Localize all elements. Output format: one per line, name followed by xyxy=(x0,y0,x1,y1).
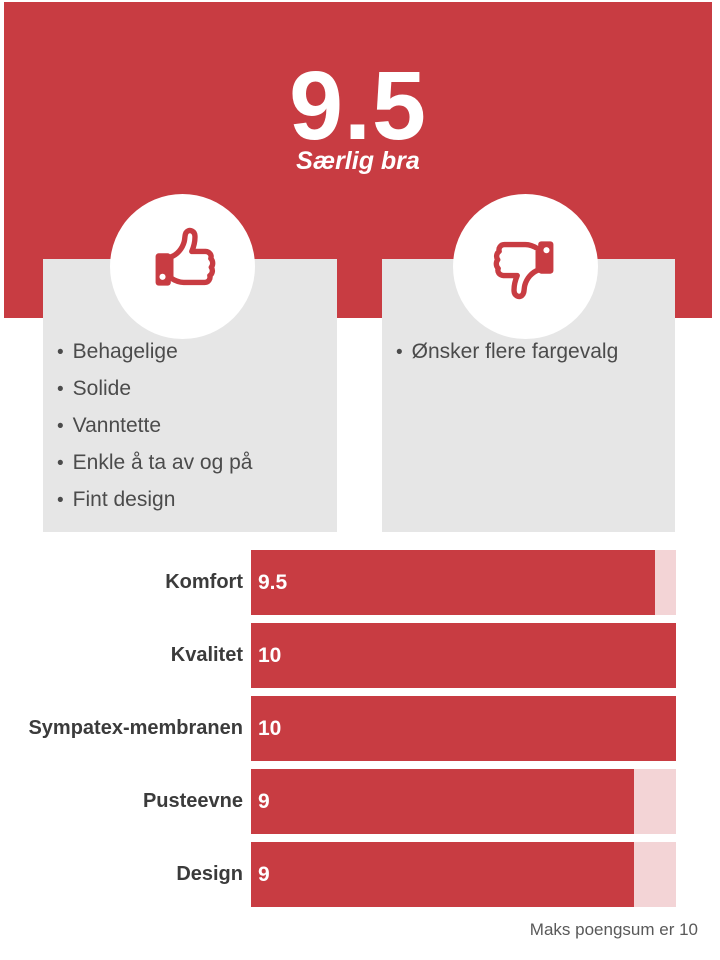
bullet-icon: • xyxy=(57,342,64,363)
chart-row: Pusteevne 9 xyxy=(0,769,676,834)
bar-value: 10 xyxy=(258,643,282,667)
chart-row: Sympatex-membranen 10 xyxy=(0,696,676,761)
list-item: • Behagelige xyxy=(57,334,327,371)
bar-track: 10 xyxy=(251,623,676,688)
thumbs-down-badge xyxy=(453,194,598,339)
bullet-icon: • xyxy=(57,416,64,437)
score-value: 9.5 xyxy=(289,51,427,160)
list-item: • Fint design xyxy=(57,482,327,519)
cons-list: • Ønsker flere fargevalg xyxy=(382,259,675,371)
bar-label: Sympatex-membranen xyxy=(28,717,243,739)
pros-list: • Behagelige • Solide • Vanntette • Enkle å ta … xyxy=(43,259,337,519)
score-verdict-label: Særlig bra xyxy=(296,147,420,175)
list-item-text: Solide xyxy=(72,377,132,400)
list-item-text: Vanntette xyxy=(72,414,162,437)
bar-label: Kvalitet xyxy=(170,644,243,666)
bullet-icon: • xyxy=(57,453,64,474)
bar-fill: 9 xyxy=(251,842,634,907)
bullet-icon: • xyxy=(57,379,64,400)
thumbs-down-icon xyxy=(493,240,553,299)
chart-row: Kvalitet 10 xyxy=(0,623,676,688)
bullet-icon: • xyxy=(57,490,64,511)
bar-track: 9 xyxy=(251,769,676,834)
bar-track: 9 xyxy=(251,842,676,907)
chart-footnote: Maks poengsum er 10 xyxy=(529,920,698,939)
chart-row: Komfort 9.5 xyxy=(0,550,676,615)
bar-value: 10 xyxy=(258,716,282,740)
bar-label: Pusteevne xyxy=(142,790,243,812)
list-item: • Enkle å ta av og på xyxy=(57,445,327,482)
list-item: • Solide xyxy=(57,371,327,408)
bar-fill: 10 xyxy=(251,696,676,761)
list-item-text: Fint design xyxy=(72,488,176,511)
list-item: • Ønsker flere fargevalg xyxy=(396,334,665,371)
bar-track: 10 xyxy=(251,696,676,761)
bar-fill: 9.5 xyxy=(251,550,655,615)
bar-fill: 10 xyxy=(251,623,676,688)
list-item: • Vanntette xyxy=(57,408,327,445)
bar-value: 9.5 xyxy=(258,570,288,594)
thumbs-up-icon xyxy=(155,227,215,286)
bar-fill: 9 xyxy=(251,769,634,834)
bar-track: 9.5 xyxy=(251,550,676,615)
list-item-text: Behagelige xyxy=(72,340,178,363)
bar-value: 9 xyxy=(258,862,270,886)
bar-value: 9 xyxy=(258,789,270,813)
score-chart: Komfort 9.5 Kvalitet 10 Sympatex-membranen 10… xyxy=(0,550,676,915)
list-item-text: Ønsker flere fargevalg xyxy=(411,340,619,363)
thumbs-up-badge xyxy=(110,194,255,339)
bar-label: Design xyxy=(176,863,243,885)
bar-label: Komfort xyxy=(165,571,243,593)
list-item-text: Enkle å ta av og på xyxy=(72,451,253,474)
bullet-icon: • xyxy=(396,342,403,363)
chart-row: Design 9 xyxy=(0,842,676,907)
